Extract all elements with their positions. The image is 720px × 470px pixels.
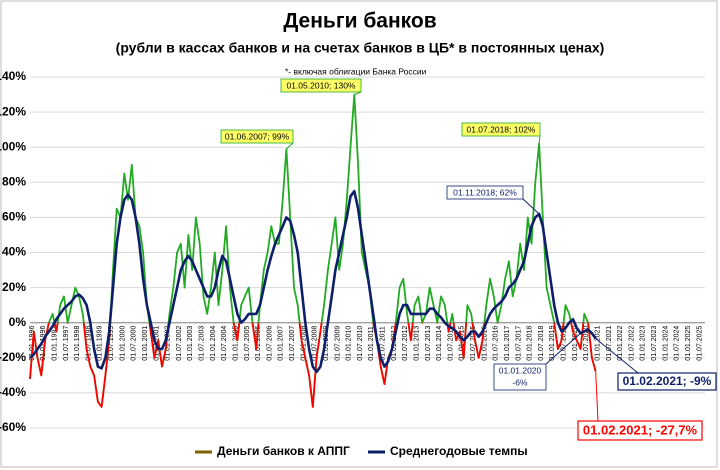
x-tick-label: 01.07.2015 — [470, 326, 477, 361]
y-tick-label: 40% — [2, 245, 26, 259]
x-tick-label: 01.07.2014 — [447, 326, 454, 361]
x-tick-label: 01.07.2005 — [244, 326, 251, 361]
x-tick-label: 01.01.2024 — [662, 326, 669, 361]
leader-line — [522, 198, 540, 215]
x-tick-label: 01.07.2022 — [628, 326, 635, 361]
x-tick-label: 01.07.2016 — [493, 326, 500, 361]
x-tick-label: 01.01.2018 — [527, 326, 534, 361]
x-tick-label: 01.01.2006 — [255, 326, 262, 361]
x-tick-label: 01.01.2000 — [119, 326, 126, 361]
annotation-box — [446, 185, 524, 200]
x-tick-label: 01.01.2001 — [142, 326, 149, 361]
x-tick-label: 01.01.2025 — [685, 326, 692, 361]
x-tick-label: 01.01.2013 — [413, 326, 420, 361]
x-tick-label: 01.01.1998 — [74, 326, 81, 361]
footnote: *- включая облигации Банка России — [285, 66, 427, 76]
annotation-text: 01.02.2021; -9% — [623, 374, 712, 388]
annotation-text: 01.07.2018; 102% — [466, 124, 535, 134]
annotation-text: 01.11.2018; 62% — [453, 187, 517, 197]
x-tick-label: 01.07.2008 — [312, 326, 319, 361]
x-tick-label: 01.07.1997 — [63, 326, 70, 361]
legend-label: Среднегодовые темпы — [390, 444, 528, 458]
series-line — [29, 189, 597, 374]
annotation-text: -6% — [512, 377, 528, 387]
annotation-box — [577, 420, 703, 441]
x-tick-label: 01.01.2005 — [232, 326, 239, 361]
x-tick-label: 01.01.2009 — [323, 326, 330, 361]
x-tick-label: 01.07.1996 — [40, 326, 47, 361]
annotation-text: 01.06.2007; 99% — [225, 131, 290, 141]
y-tick-label: 60% — [2, 210, 26, 224]
y-tick-label: 0% — [9, 315, 27, 329]
x-tick-label: 01.01.2023 — [640, 326, 647, 361]
annotation-box — [220, 129, 294, 144]
y-tick-label: -60% — [0, 420, 26, 434]
x-tick-label: 01.01.1997 — [51, 326, 58, 361]
x-tick-label: 01.01.2022 — [617, 326, 624, 361]
annotation-box — [461, 122, 541, 137]
annotation-box — [280, 78, 362, 93]
x-tick-label: 01.07.2002 — [176, 326, 183, 361]
x-tick-label: 01.07.2011 — [380, 326, 387, 361]
x-tick-label: 01.01.2003 — [187, 326, 194, 361]
x-tick-label: 01.07.2012 — [402, 326, 409, 361]
x-tick-label: 01.07.2009 — [334, 326, 341, 361]
y-tick-label: 120% — [0, 104, 26, 118]
x-tick-label: 01.07.2020 — [583, 326, 590, 361]
x-tick-label: 01.01.2008 — [300, 326, 307, 361]
leader-line — [286, 142, 294, 150]
x-tick-label: 01.07.2023 — [651, 326, 658, 361]
y-tick-label: -40% — [0, 385, 26, 399]
x-tick-label: 01.07.2003 — [199, 326, 206, 361]
x-tick-label: 01.07.2000 — [131, 326, 138, 361]
x-tick-label: 01.07.2019 — [561, 326, 568, 361]
annotation-box — [617, 372, 717, 391]
chart-title: Деньги банков — [283, 10, 436, 33]
y-tick-label: -20% — [0, 350, 26, 364]
leader-line — [595, 338, 639, 374]
y-tick-label: 20% — [2, 280, 26, 294]
x-tick-label: 01.07.2007 — [289, 326, 296, 361]
x-tick-label: 01.01.2004 — [210, 326, 217, 361]
leader-line — [538, 135, 541, 144]
x-tick-label: 01.07.2021 — [606, 326, 613, 361]
x-tick-label: 01.07.2024 — [674, 326, 681, 361]
x-tick-label: 01.01.2017 — [504, 326, 511, 361]
legend-label: Деньги банков к АППГ — [217, 444, 350, 458]
x-tick-label: 01.01.2002 — [165, 326, 172, 361]
x-tick-label: 01.01.2007 — [278, 326, 285, 361]
y-tick-label: 100% — [0, 139, 26, 153]
annotation-text: 01.01.2020 — [499, 365, 542, 375]
annotation-text: 01.05.2010; 130% — [286, 80, 355, 90]
x-tick-label: 01.07.2025 — [696, 326, 703, 361]
annotation-box — [493, 363, 547, 391]
annotation-text: 01.02.2021; -27,7% — [583, 422, 698, 437]
x-tick-label: 01.01.2019 — [549, 326, 556, 361]
leader-line — [354, 91, 362, 96]
x-tick-label: 01.07.2017 — [515, 326, 522, 361]
x-tick-label: 01.01.2016 — [481, 326, 488, 361]
x-tick-label: 01.07.1998 — [85, 326, 92, 361]
chart-subtitle: (рубли в кассах банков и на счетах банко… — [116, 40, 605, 56]
x-tick-label: 01.01.1999 — [97, 326, 104, 361]
leader-line — [595, 371, 599, 422]
negative-overlay — [29, 322, 597, 408]
x-tick-label: 01.01.2021 — [594, 326, 601, 361]
y-tick-label: 140% — [0, 69, 26, 83]
x-tick-label: 01.01.2010 — [346, 326, 353, 361]
x-tick-label: 01.07.1999 — [108, 326, 115, 361]
x-tick-label: 01.07.2010 — [357, 326, 364, 361]
x-tick-label: 01.07.2006 — [266, 326, 273, 361]
x-tick-label: 01.07.2013 — [425, 326, 432, 361]
x-tick-label: 01.01.2014 — [436, 326, 443, 361]
x-tick-label: 01.07.2018 — [538, 326, 545, 361]
x-tick-label: 01.01.2020 — [572, 326, 579, 361]
x-tick-label: 01.07.2004 — [221, 326, 228, 361]
leader-line — [545, 332, 581, 365]
y-tick-label: 80% — [2, 174, 26, 188]
x-tick-label: 01.01.2011 — [368, 326, 375, 361]
